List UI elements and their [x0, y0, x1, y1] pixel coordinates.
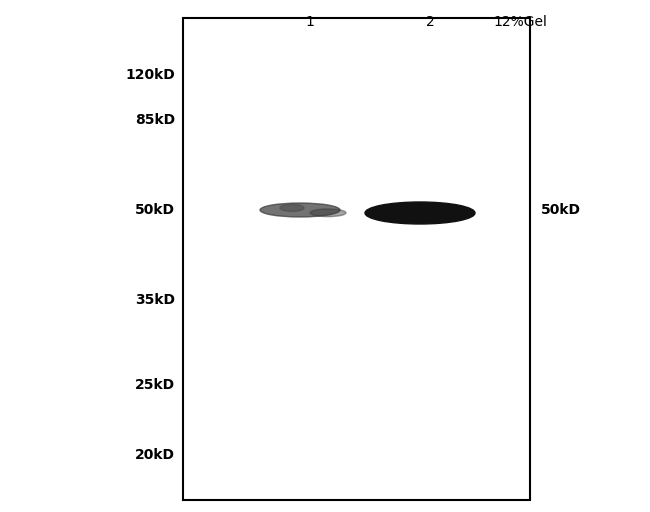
Ellipse shape [280, 204, 304, 211]
Text: 1: 1 [306, 15, 315, 29]
Text: 85kD: 85kD [135, 113, 175, 127]
Text: 120kD: 120kD [125, 68, 175, 82]
Text: 25kD: 25kD [135, 378, 175, 392]
Text: 50kD: 50kD [135, 203, 175, 217]
Text: 50kD: 50kD [541, 203, 581, 217]
Text: 20kD: 20kD [135, 448, 175, 462]
Text: 12%Gel: 12%Gel [493, 15, 547, 29]
Ellipse shape [365, 202, 475, 224]
Ellipse shape [260, 203, 340, 217]
Text: 35kD: 35kD [135, 293, 175, 307]
Text: 2: 2 [426, 15, 434, 29]
Ellipse shape [310, 209, 346, 217]
